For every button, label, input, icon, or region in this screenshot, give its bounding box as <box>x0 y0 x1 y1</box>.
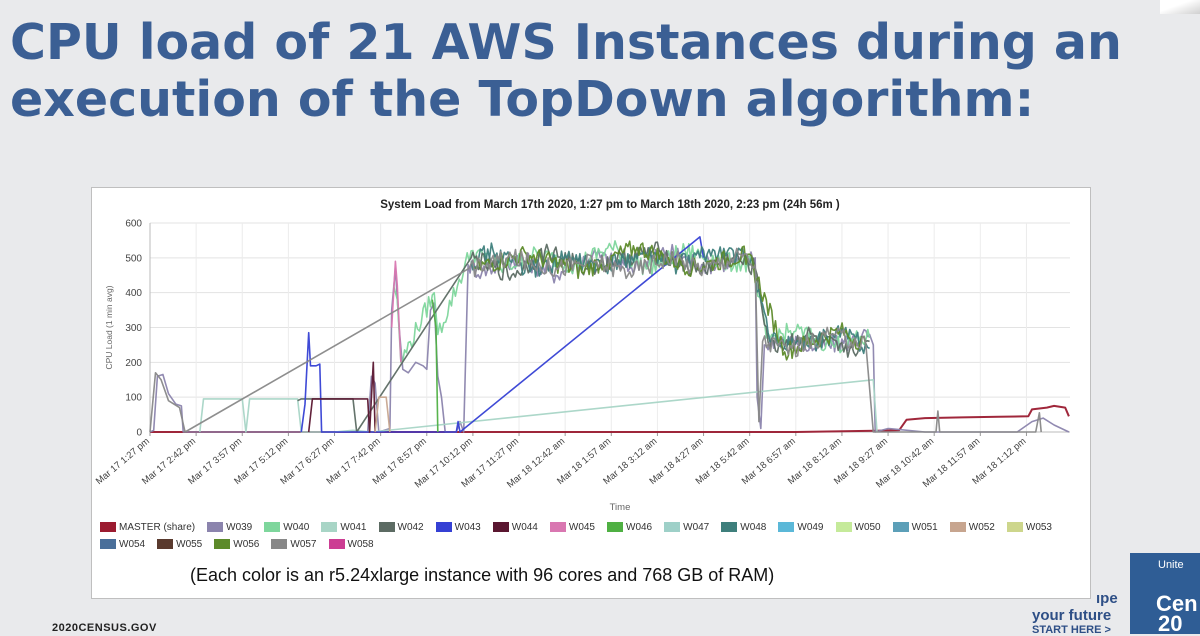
legend-item-w046[interactable]: W046 <box>607 520 652 534</box>
series-line-w045 <box>390 260 402 363</box>
slide-title: CPU load of 21 AWS Instances during an e… <box>10 14 1190 128</box>
legend-label: W047 <box>683 521 710 533</box>
legend-label: W056 <box>233 538 260 550</box>
legend-label: W058 <box>347 538 374 550</box>
legend-label: W054 <box>119 538 146 550</box>
legend-swatch <box>949 522 966 532</box>
legend-item-w047[interactable]: W047 <box>664 520 709 534</box>
cpu-load-line-chart: System Load from March 17th 2020, 1:27 p… <box>94 199 1070 513</box>
legend-item-w058[interactable]: W058 <box>328 537 374 551</box>
legend-swatch <box>1006 522 1023 532</box>
legend-label: W057 <box>290 538 317 550</box>
legend-item-w041[interactable]: W041 <box>321 520 367 534</box>
legend-item-w053[interactable]: W053 <box>1006 520 1052 534</box>
legend-item-w054[interactable]: W054 <box>100 537 145 551</box>
legend-item-w043[interactable]: W043 <box>435 520 481 534</box>
legend-swatch <box>378 522 395 532</box>
legend-swatch <box>892 522 909 532</box>
legend-item-w049[interactable]: W049 <box>778 520 824 534</box>
legend-swatch <box>778 522 795 532</box>
promo-text-1: ıpe <box>1096 590 1118 607</box>
legend-swatch <box>721 522 738 532</box>
legend-swatch <box>100 539 116 549</box>
slide-title-line-2: execution of the TopDown algorithm: <box>10 71 1035 128</box>
legend-item-w057[interactable]: W057 <box>271 537 317 551</box>
series-line-master-share- <box>150 404 1070 433</box>
legend-label: W053 <box>1025 521 1052 533</box>
legend-item-master-share-[interactable]: MASTER (share) <box>100 520 195 534</box>
legend-label: W040 <box>283 521 310 533</box>
legend-label: W052 <box>968 521 995 533</box>
legend-label: W048 <box>740 521 767 533</box>
legend-swatch <box>214 539 231 549</box>
y-tick-label: 0 <box>136 428 142 439</box>
chart-title: System Load from March 17th 2020, 1:27 p… <box>380 199 840 211</box>
legend-swatch <box>100 522 116 532</box>
y-tick-label: 200 <box>125 358 142 369</box>
y-axis-label: CPU Load (1 min avg) <box>104 285 114 369</box>
legend-item-w050[interactable]: W050 <box>835 520 881 534</box>
series-line-w052 <box>374 396 391 433</box>
legend-swatch <box>328 539 345 549</box>
series-line-w046 <box>431 299 439 433</box>
legend-label: W039 <box>226 521 253 533</box>
legend-label: W049 <box>797 521 824 533</box>
chart-panel: System Load from March 17th 2020, 1:27 p… <box>91 187 1091 599</box>
legend-swatch <box>157 539 174 549</box>
slide-title-line-1: CPU load of 21 AWS Instances during an <box>10 14 1122 71</box>
promo-text-2: your future <box>1032 607 1112 624</box>
series-line-w057 <box>149 247 1042 433</box>
legend-label: W041 <box>340 521 367 533</box>
legend-item-w051[interactable]: W051 <box>892 520 938 534</box>
legend-item-w040[interactable]: W040 <box>264 520 309 534</box>
page-curl <box>1160 0 1200 14</box>
legend-item-w052[interactable]: W052 <box>949 520 995 534</box>
legend-item-w039[interactable]: W039 <box>207 520 252 534</box>
legend-item-w042[interactable]: W042 <box>378 520 424 534</box>
legend-item-w044[interactable]: W044 <box>492 520 538 534</box>
legend-item-w056[interactable]: W056 <box>214 537 259 551</box>
legend-label: W055 <box>176 538 203 550</box>
legend-label: W044 <box>511 521 538 533</box>
x-axis-label: Time <box>610 502 631 513</box>
legend-swatch <box>835 522 852 532</box>
series-line-w041 <box>199 379 878 433</box>
series-line-w044 <box>307 361 376 433</box>
legend-label: W051 <box>911 521 938 533</box>
chart-legend: MASTER (share) W039 W040 W041 W042 W043 W044 W0… <box>100 520 1080 551</box>
legend-swatch <box>607 522 623 532</box>
series-line-w043 <box>300 236 705 433</box>
legend-label: W042 <box>397 521 424 533</box>
y-tick-label: 600 <box>125 219 142 230</box>
legend-label: MASTER (share) <box>119 521 196 533</box>
legend-item-w045[interactable]: W045 <box>549 520 595 534</box>
legend-item-w055[interactable]: W055 <box>157 537 202 551</box>
logo-text-top: Unite <box>1158 559 1184 571</box>
chart-caption: (Each color is an r5.24xlarge instance w… <box>190 565 775 585</box>
legend-label: W043 <box>454 521 481 533</box>
legend-swatch <box>435 522 452 532</box>
y-tick-label: 500 <box>125 253 142 264</box>
y-tick-label: 400 <box>125 288 142 299</box>
y-tick-label: 100 <box>125 393 142 404</box>
legend-swatch <box>549 522 566 532</box>
legend-swatch <box>321 522 338 532</box>
legend-swatch <box>492 522 509 532</box>
legend-label: W045 <box>568 521 595 533</box>
legend-swatch <box>264 522 281 532</box>
logo-text-mid: Cen <box>1156 591 1198 616</box>
y-tick-label: 300 <box>125 323 142 334</box>
promo-text-3: START HERE > <box>1032 624 1111 636</box>
footer-url: 2020CENSUS.GOV <box>52 622 157 634</box>
series-line-w039 <box>149 243 1070 433</box>
census-logo-box: Unite Cen 20 <box>1130 553 1200 634</box>
legend-swatch <box>664 522 681 532</box>
legend-label: W046 <box>626 521 653 533</box>
legend-item-w048[interactable]: W048 <box>721 520 766 534</box>
legend-label: W050 <box>854 521 881 533</box>
legend-swatch <box>271 539 288 549</box>
legend-swatch <box>207 522 224 532</box>
logo-text-bottom: 20 <box>1158 611 1183 634</box>
